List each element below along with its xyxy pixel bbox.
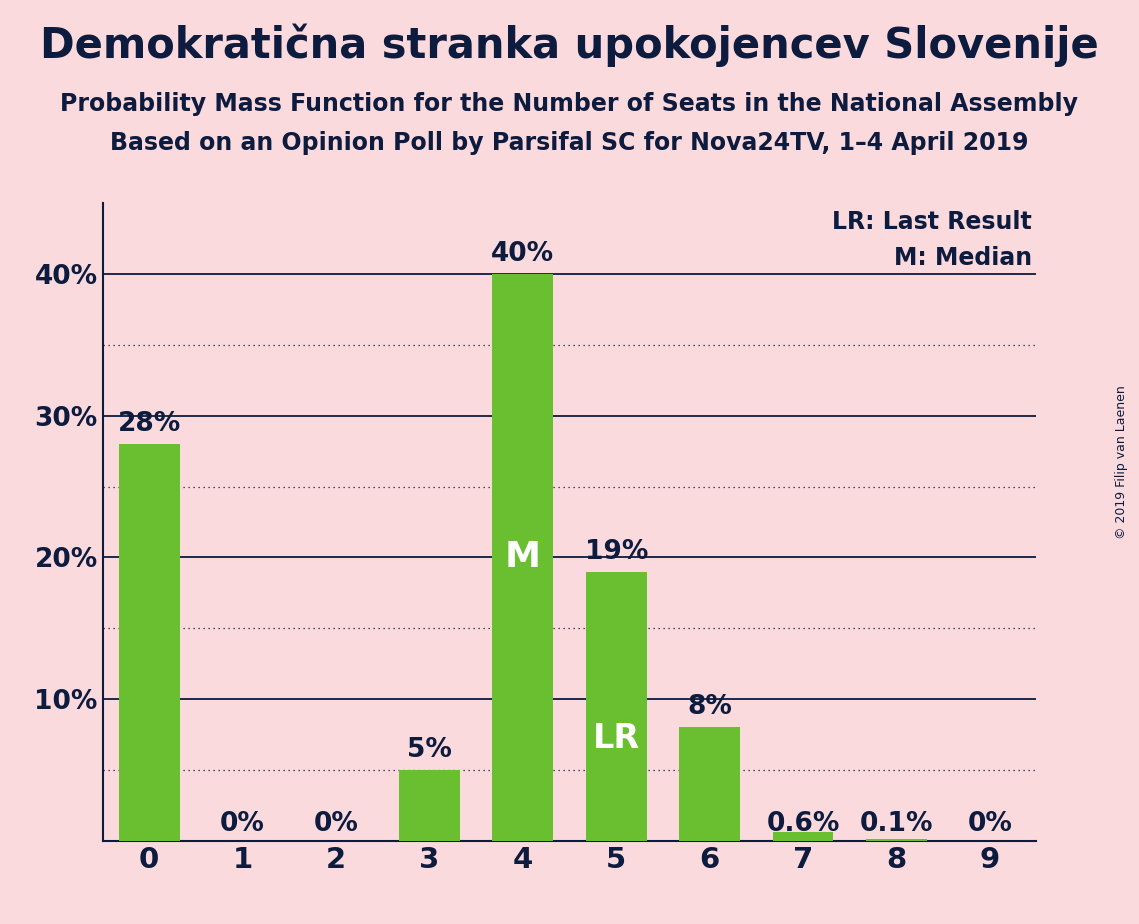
Text: 8%: 8% xyxy=(687,695,732,721)
Bar xyxy=(866,839,927,841)
Text: © 2019 Filip van Laenen: © 2019 Filip van Laenen xyxy=(1115,385,1129,539)
Text: LR: LR xyxy=(592,722,640,755)
Bar xyxy=(772,833,834,841)
Text: Based on an Opinion Poll by Parsifal SC for Nova24TV, 1–4 April 2019: Based on an Opinion Poll by Parsifal SC … xyxy=(110,131,1029,155)
Text: M: Median: M: Median xyxy=(894,246,1032,270)
Text: Probability Mass Function for the Number of Seats in the National Assembly: Probability Mass Function for the Number… xyxy=(60,92,1079,116)
Text: 5%: 5% xyxy=(407,737,452,763)
Text: 28%: 28% xyxy=(117,411,181,437)
Text: Demokratična stranka upokojencev Slovenije: Demokratična stranka upokojencev Sloveni… xyxy=(40,23,1099,67)
Text: 0%: 0% xyxy=(967,810,1013,836)
Text: 0%: 0% xyxy=(313,810,359,836)
Text: M: M xyxy=(505,541,541,575)
Text: 0.6%: 0.6% xyxy=(767,810,839,836)
Text: 0.1%: 0.1% xyxy=(860,810,933,836)
Text: 0%: 0% xyxy=(220,810,265,836)
Text: 40%: 40% xyxy=(491,241,555,267)
Bar xyxy=(492,274,554,841)
Bar xyxy=(118,444,180,841)
Bar xyxy=(679,727,740,841)
Text: LR: Last Result: LR: Last Result xyxy=(833,211,1032,235)
Text: 19%: 19% xyxy=(584,539,648,565)
Bar xyxy=(399,770,460,841)
Bar xyxy=(585,572,647,841)
